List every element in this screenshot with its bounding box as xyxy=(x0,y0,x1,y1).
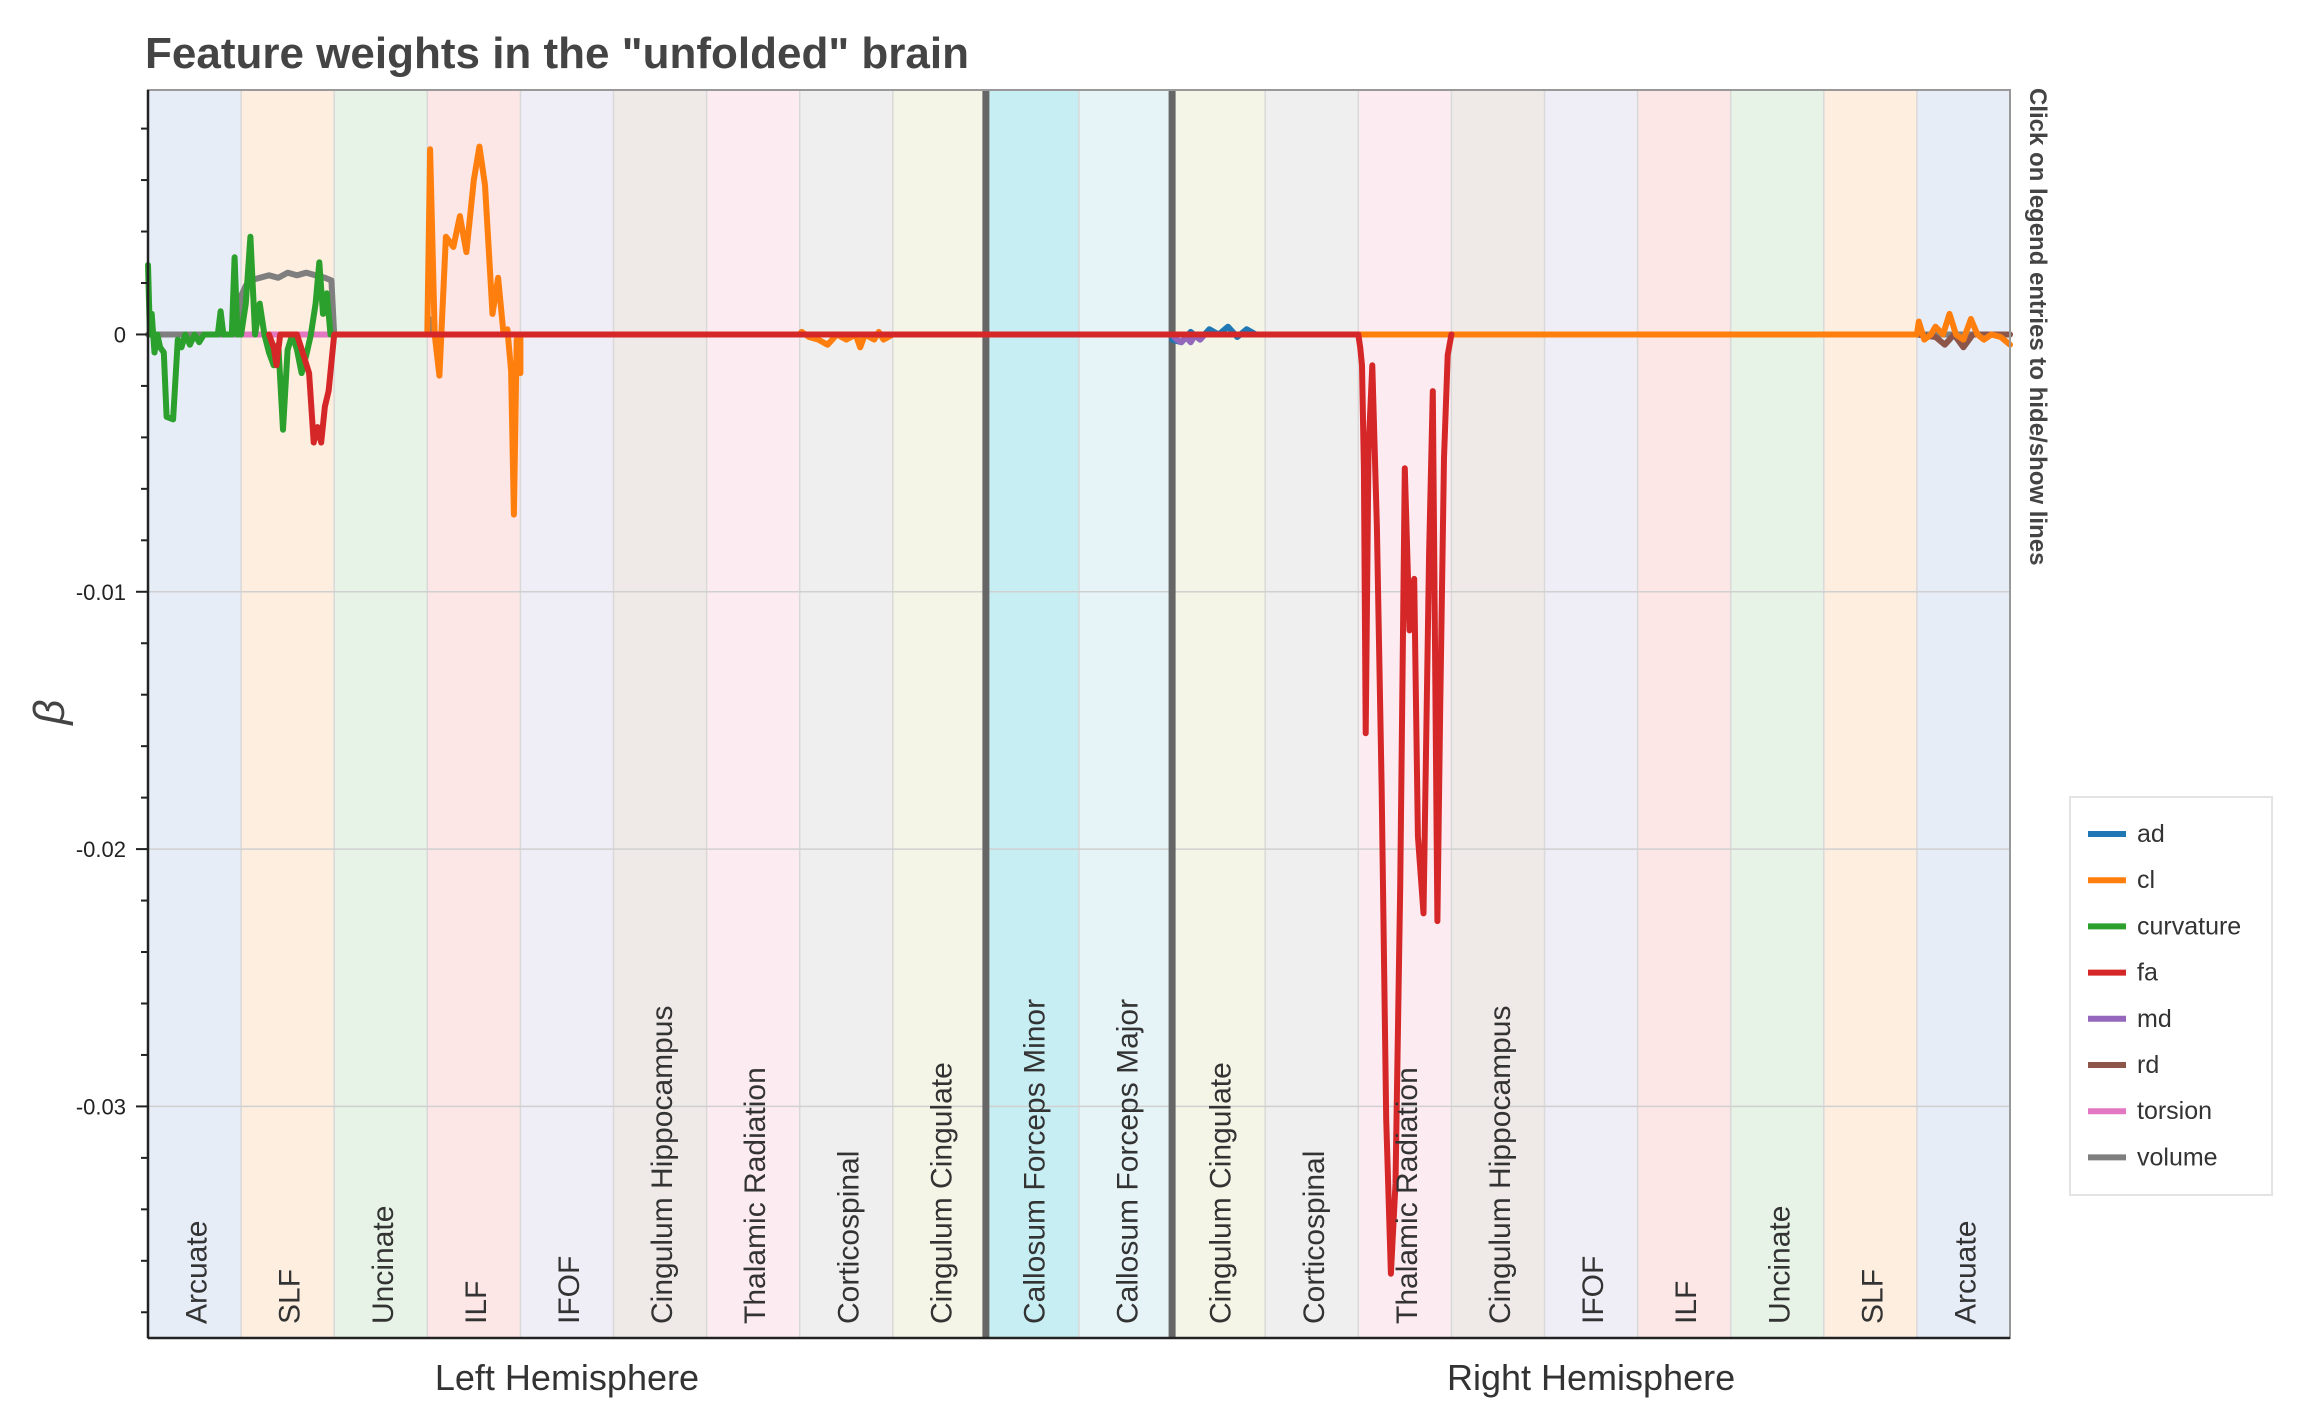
y-tick-label: 0 xyxy=(114,322,126,347)
tract-label: Callosum Forceps Minor xyxy=(1018,999,1051,1324)
tract-band-8 xyxy=(892,90,986,1338)
tract-label: Cingulum Cingulate xyxy=(1205,1062,1238,1324)
legend: ad cl curvature fa md rd torsion volume xyxy=(2069,796,2273,1196)
legend-label-md: md xyxy=(2137,1005,2172,1033)
legend-item-cl[interactable]: cl xyxy=(2088,866,2155,894)
tract-band-19 xyxy=(1916,90,2010,1338)
legend-box xyxy=(2069,796,2273,1196)
x-group-labels: Left Hemisphere Right Hemisphere xyxy=(435,1357,1735,1398)
side-note: Click on legend entries to hide/show lin… xyxy=(2024,88,2051,565)
tract-label: Arcuate xyxy=(181,1221,214,1324)
y-tick-label: -0.01 xyxy=(76,580,126,605)
tract-band-2 xyxy=(334,90,428,1338)
legend-label-fa: fa xyxy=(2137,959,2158,987)
legend-label-curvature: curvature xyxy=(2137,912,2241,940)
tract-band-0 xyxy=(148,90,242,1338)
legend-item-curvature[interactable]: curvature xyxy=(2088,912,2241,940)
legend-label-volume: volume xyxy=(2137,1143,2218,1171)
legend-label-ad: ad xyxy=(2137,820,2165,848)
tract-band-18 xyxy=(1823,90,1917,1338)
tract-band-14 xyxy=(1451,90,1545,1338)
tract-label: Corticospinal xyxy=(1298,1151,1331,1324)
legend-item-ad[interactable]: ad xyxy=(2088,820,2165,848)
legend-item-volume[interactable]: volume xyxy=(2088,1143,2218,1171)
legend-item-rd[interactable]: rd xyxy=(2088,1051,2159,1079)
tract-label: Cingulum Hippocampus xyxy=(1484,1006,1517,1325)
legend-item-md[interactable]: md xyxy=(2088,1005,2172,1033)
x-group-label: Left Hemisphere xyxy=(435,1357,699,1398)
series-line-cl xyxy=(424,143,2013,518)
tract-band-11 xyxy=(1172,90,1266,1338)
legend-label-rd: rd xyxy=(2137,1051,2159,1079)
tract-label: Thalamic Radiation xyxy=(1391,1067,1424,1324)
y-axis-label: β xyxy=(25,699,74,726)
tract-band-5 xyxy=(613,90,707,1338)
tract-label: IFOF xyxy=(1577,1256,1610,1324)
tract-label: Uncinate xyxy=(1763,1206,1796,1324)
tract-band-15 xyxy=(1544,90,1638,1338)
tract-label: Arcuate xyxy=(1949,1221,1982,1324)
tract-label: Corticospinal xyxy=(832,1151,865,1324)
tract-label: ILF xyxy=(1670,1281,1703,1324)
tract-band-7 xyxy=(799,90,893,1338)
legend-label-torsion: torsion xyxy=(2137,1097,2212,1125)
hemisphere-separators xyxy=(982,90,1176,1338)
tract-label: ILF xyxy=(460,1281,493,1324)
tract-band-17 xyxy=(1730,90,1824,1338)
legend-item-fa[interactable]: fa xyxy=(2088,959,2158,987)
tract-band-12 xyxy=(1265,90,1359,1338)
tract-band-9 xyxy=(985,90,1079,1338)
tract-band-6 xyxy=(706,90,800,1338)
series-line-fa xyxy=(266,331,1455,1277)
y-axis: 0 -0.01 -0.02 -0.03 xyxy=(76,127,148,1314)
tract-band-10 xyxy=(1079,90,1173,1338)
chart-title: Feature weights in the "unfolded" brain xyxy=(145,29,969,78)
tract-labels: Arcuate SLF Uncinate ILF IFOF Cingulum Hippoc… xyxy=(181,999,1983,1324)
y-tick-label: -0.02 xyxy=(76,837,126,862)
tract-label: Uncinate xyxy=(367,1206,400,1324)
tract-label: SLF xyxy=(274,1269,307,1324)
x-group-label: Right Hemisphere xyxy=(1447,1357,1735,1398)
plot-frame xyxy=(146,89,2011,1340)
tract-label: Cingulum Cingulate xyxy=(925,1062,958,1324)
legend-label-cl: cl xyxy=(2137,866,2155,894)
series-lines xyxy=(145,143,2013,1277)
y-tick-label: -0.03 xyxy=(76,1094,126,1119)
tract-band-4 xyxy=(520,90,614,1338)
tract-label: IFOF xyxy=(553,1256,586,1324)
tract-label: Cingulum Hippocampus xyxy=(646,1006,679,1325)
tract-label: Thalamic Radiation xyxy=(739,1067,772,1324)
legend-item-torsion[interactable]: torsion xyxy=(2088,1097,2212,1125)
tract-band-16 xyxy=(1637,90,1731,1338)
tract-label: Callosum Forceps Major xyxy=(1112,999,1145,1324)
tract-label: SLF xyxy=(1856,1269,1889,1324)
